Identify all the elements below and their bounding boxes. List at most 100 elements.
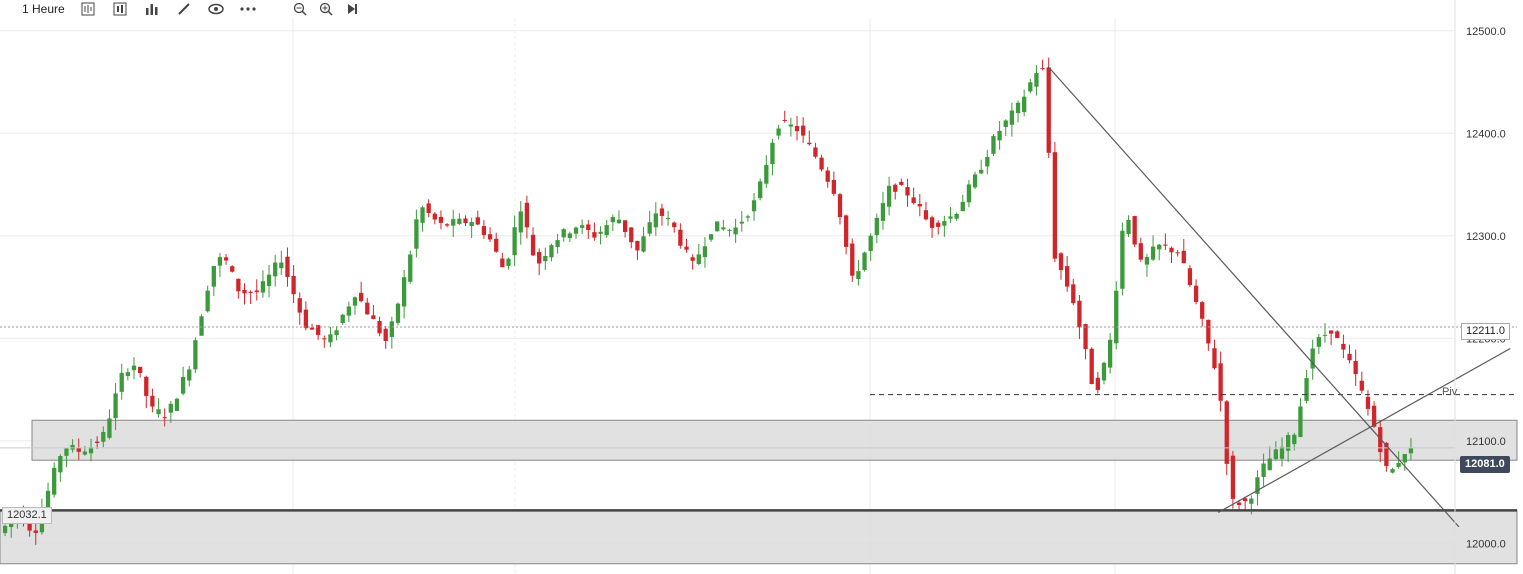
candle <box>850 238 855 282</box>
candle-body <box>1114 290 1119 344</box>
candle-body <box>432 213 437 220</box>
candle <box>469 217 474 239</box>
candle <box>365 297 370 315</box>
candle <box>371 304 376 320</box>
candle-body <box>408 254 413 282</box>
candle-type-icon[interactable] <box>77 0 99 18</box>
candle-body <box>1365 396 1371 409</box>
pivot-label: Piv <box>1442 386 1458 398</box>
candle <box>1255 470 1260 506</box>
candle <box>579 219 585 235</box>
candle-body <box>991 136 996 154</box>
candle-body <box>1052 152 1058 259</box>
candle <box>494 232 499 253</box>
candle <box>1212 339 1217 370</box>
candle-body <box>979 169 984 174</box>
candle-body <box>88 447 94 454</box>
candle <box>727 228 732 237</box>
more-icon[interactable] <box>237 0 259 18</box>
go-to-end-icon[interactable] <box>341 0 363 18</box>
candle-body <box>524 202 530 228</box>
candle <box>358 281 364 303</box>
candle <box>537 248 542 276</box>
candle-body <box>960 201 965 212</box>
candle <box>899 178 904 186</box>
candle-body <box>530 234 536 256</box>
candle-body <box>739 221 744 224</box>
candle-body <box>82 451 88 455</box>
candle-body <box>813 147 818 157</box>
candle-body <box>751 200 757 212</box>
bar-type-icon[interactable] <box>109 0 131 18</box>
candle <box>794 116 800 141</box>
draw-icon[interactable] <box>173 0 195 18</box>
candle <box>653 202 658 236</box>
eye-icon[interactable] <box>205 0 227 18</box>
candle <box>721 219 726 231</box>
candle <box>377 316 382 337</box>
candle-body <box>451 219 456 226</box>
candle <box>936 220 941 235</box>
candle <box>420 205 425 232</box>
candle <box>1028 78 1033 94</box>
timeframe-selector[interactable]: 1 Heure <box>22 2 65 16</box>
candle-body <box>776 128 781 136</box>
candle <box>1316 334 1321 355</box>
candle-body <box>1243 498 1248 502</box>
candle-body <box>1328 330 1334 334</box>
candle-body <box>678 229 683 246</box>
zoom-out-icon[interactable] <box>289 0 311 18</box>
candle-body <box>500 258 505 268</box>
candle-body <box>610 217 615 223</box>
candle <box>1335 330 1340 339</box>
candle <box>193 337 198 373</box>
candle <box>1206 319 1211 351</box>
candle-body <box>279 262 284 269</box>
candle <box>291 265 296 304</box>
candle-body <box>401 277 407 307</box>
candle-body <box>837 194 843 218</box>
candle-body <box>119 372 124 392</box>
candle-body <box>801 125 806 136</box>
y-tick-label: 12000.0 <box>1466 538 1506 550</box>
candle-body <box>1095 377 1100 390</box>
candle-body <box>727 229 732 231</box>
candle-body <box>45 490 51 511</box>
candle <box>260 270 266 298</box>
candle <box>647 210 652 237</box>
candle <box>819 154 824 172</box>
candle <box>1009 102 1015 137</box>
candle <box>1169 246 1174 264</box>
candle <box>408 250 413 284</box>
candle <box>801 117 806 143</box>
candle <box>2 524 8 537</box>
indicators-icon[interactable] <box>141 0 163 18</box>
y-tick-label: 12400.0 <box>1466 128 1506 140</box>
candles <box>2 57 1414 545</box>
candle-body <box>1040 68 1045 70</box>
candle-body <box>463 218 468 224</box>
candle <box>174 397 180 412</box>
candle <box>1322 323 1328 343</box>
candle <box>543 247 548 270</box>
candle <box>1279 437 1285 467</box>
candle <box>1077 294 1082 339</box>
candle-body <box>856 271 861 280</box>
grid <box>0 18 1455 574</box>
candle-body <box>1390 469 1395 473</box>
candle-body <box>825 170 830 182</box>
candle-body <box>567 233 573 238</box>
candle <box>880 191 886 230</box>
candle-body <box>1028 82 1033 92</box>
candle-body <box>997 130 1002 141</box>
candle-body <box>573 227 579 234</box>
zoom-in-icon[interactable] <box>315 0 337 18</box>
candle-body <box>377 320 382 334</box>
candle-body <box>1138 243 1143 260</box>
candle-body <box>807 142 812 145</box>
candle <box>1402 453 1407 471</box>
candle-body <box>162 417 167 419</box>
candle <box>629 227 634 249</box>
candle <box>1200 301 1205 327</box>
